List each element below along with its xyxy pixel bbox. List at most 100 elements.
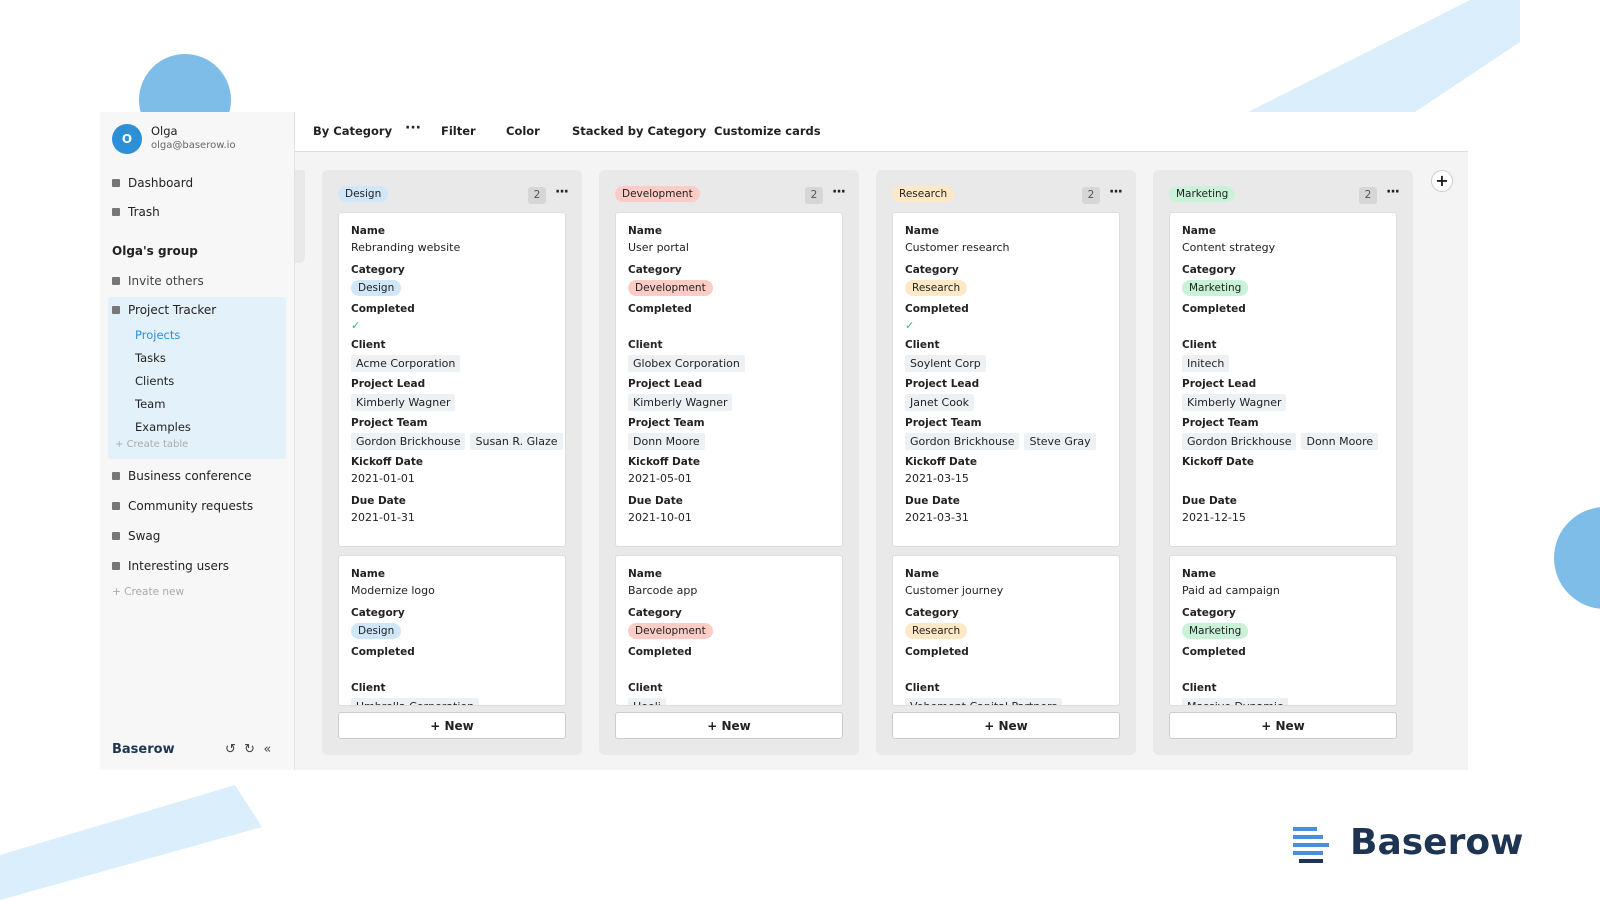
user-name[interactable]: Olga [151,124,178,138]
field-value: Soylent Corp [905,355,1107,374]
database[interactable]: Interesting users [112,559,229,573]
field-label: Kickoff Date [351,456,423,468]
field-value: Gordon Brickhouse Donn Moore [1182,433,1384,452]
create-new[interactable]: + Create new [112,586,185,598]
board-column: Research 2 ··· Name Customer research Categor… [876,170,1136,755]
field-label: Client [351,682,386,694]
category-pill: Development [628,280,713,296]
field-value: Customer research [905,241,1010,254]
footer-controls[interactable]: ↺ ↻ « [225,742,272,757]
table-item[interactable]: Examples [135,420,191,434]
field-label: Category [351,264,405,276]
field-value: Marketing [1182,280,1384,299]
database[interactable]: Project Tracker [112,303,216,317]
table-item[interactable]: Tasks [135,351,166,365]
field-value: 2021-03-15 [905,472,969,485]
toolbar-button[interactable]: Stacked by Category [572,124,707,138]
field-label: Project Lead [905,378,980,390]
field-value: Design [351,623,553,642]
chip: Kimberly Wagner [351,394,456,411]
database-name: Swag [128,529,161,543]
field-value: Kimberly Wagner [351,394,553,413]
chip: Acme Corporation [351,355,461,372]
card[interactable]: Name Modernize logo Category Design Complete… [338,555,566,706]
table-item[interactable]: Clients [135,374,175,388]
table-item[interactable]: Team [135,397,166,411]
toolbar-button[interactable]: Color [506,124,540,138]
field-label: Client [905,682,940,694]
prev-column-edge [295,170,305,263]
database-name: Community requests [128,499,254,513]
create-table[interactable]: + Create table [115,439,189,450]
field-value: Globex Corporation [628,355,830,374]
nav-item[interactable]: Dashboard [112,176,193,190]
field-value [628,319,830,334]
column-menu[interactable]: ··· [832,184,846,200]
column-menu[interactable]: ··· [1109,184,1123,200]
new-card-button[interactable]: + New [1169,712,1397,739]
field-value [905,662,1107,677]
field-value: Acme Corporation [351,355,553,374]
chip: Umbrella Corporation [351,698,480,705]
category-pill: Design [351,623,402,639]
card[interactable]: Name Customer journey Category Research Comp… [892,555,1120,706]
field-value: Kimberly Wagner [1182,394,1384,413]
field-label: Due Date [351,495,406,507]
field-label: Category [628,607,682,619]
field-value: Gordon Brickhouse Steve Gray [905,433,1107,452]
category-pill: Research [905,280,968,296]
field-label: Category [351,607,405,619]
column-menu[interactable]: ··· [555,184,569,200]
icon [112,208,120,216]
chip: Soylent Corp [905,355,986,372]
new-card-button[interactable]: + New [615,712,843,739]
card[interactable]: Name User portal Category Development Comple… [615,212,843,547]
new-label: New [1275,719,1305,733]
column-count: 2 [528,187,546,204]
card[interactable]: Name Customer research Category Research Com… [892,212,1120,547]
field-label: Kickoff Date [1182,456,1254,468]
field-label: Name [905,568,939,580]
column-count: 2 [1359,187,1377,204]
column-label: Design [338,186,389,202]
chip: Kimberly Wagner [628,394,733,411]
database[interactable]: Swag [112,529,160,543]
field-value: Rebranding website [351,241,461,254]
more-button[interactable]: ··· [405,120,421,136]
field-value: Kimberly Wagner [628,394,830,413]
new-label: New [721,719,751,733]
field-value: Umbrella Corporation [351,698,553,705]
check-icon: ✓ [351,319,361,332]
toolbar-button[interactable]: Filter [441,124,476,138]
card[interactable]: Name Paid ad campaign Category Marketing Com… [1169,555,1397,706]
toolbar-button[interactable]: Customize cards [714,124,821,138]
field-value: Gordon Brickhouse Susan R. Glaze [351,433,563,452]
field-label: Due Date [905,495,960,507]
new-card-button[interactable]: + New [338,712,566,739]
card[interactable]: Name Content strategy Category Marketing Com… [1169,212,1397,547]
icon [112,472,120,480]
category-pill: Design [351,280,402,296]
field-label: Completed [905,303,969,315]
main-area: By Category ··· Filter Color Stacked by Cate… [295,112,1468,770]
card[interactable]: Name Barcode app Category Development Comple… [615,555,843,706]
toolbar: By Category ··· Filter Color Stacked by Cate… [295,112,1468,152]
field-label: Name [1182,568,1216,580]
toolbar-button[interactable]: By Category [313,124,393,138]
field-label: Completed [1182,646,1246,658]
add-column[interactable]: + [1431,170,1453,192]
invite[interactable]: Invite others [112,274,204,288]
card[interactable]: Name Rebranding website Category Design Comp… [338,212,566,547]
new-card-button[interactable]: + New [892,712,1120,739]
field-value: Janet Cook [905,394,1107,413]
field-label: Category [905,607,959,619]
table-item[interactable]: Projects [135,328,181,342]
field-label: Project Team [628,417,705,429]
database[interactable]: Business conference [112,469,252,483]
nav-label: Trash [128,205,160,219]
column-menu[interactable]: ··· [1386,184,1400,200]
database[interactable]: Community requests [112,499,253,513]
new-label: New [998,719,1028,733]
nav-item[interactable]: Trash [112,205,160,219]
field-value: Barcode app [628,584,698,597]
